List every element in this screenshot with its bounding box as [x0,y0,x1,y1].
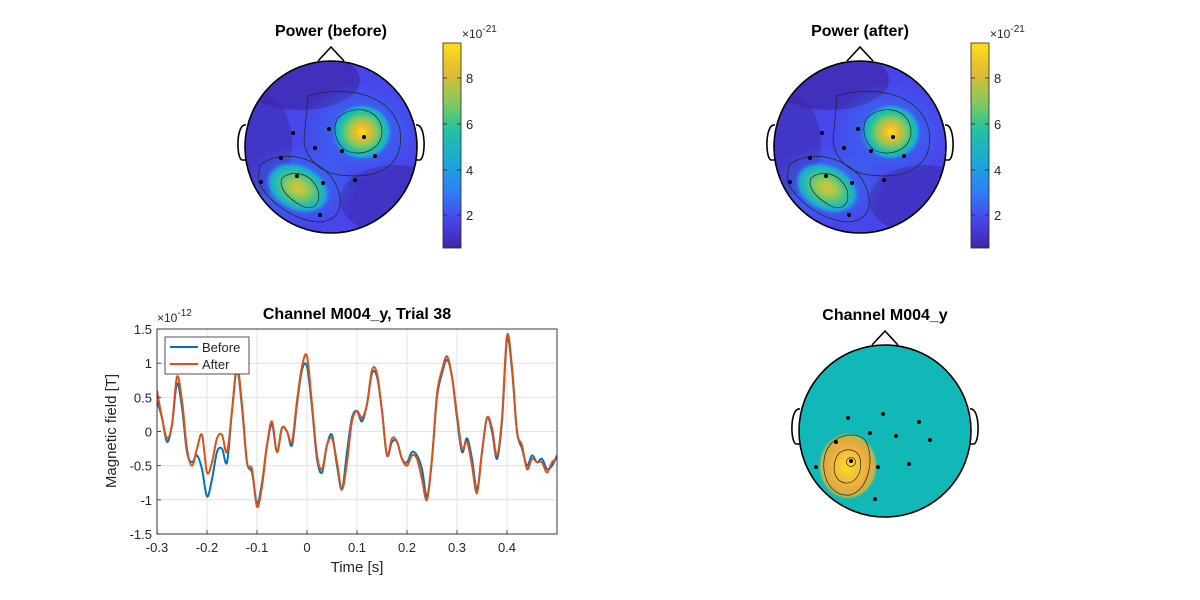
y-ticks: 1.5 1 0.5 0 -0.5 -1 -1.5 [130,322,161,542]
head-outline [237,45,425,161]
y-tick-label: 0 [145,425,152,440]
colorbar-after: 2 4 6 8 ×10-21 [970,24,1025,249]
colorbar-tick: 8 [466,71,473,86]
colorbar-before: 2 4 6 8 ×10-21 [442,24,497,249]
line-chart-title: Channel M004_y, Trial 38 [263,306,451,323]
colorbar-tick: 6 [466,117,473,132]
colorbar-tick: 6 [994,117,1001,132]
head-outline [791,329,979,445]
y-tick-label: 1 [145,356,152,371]
x-tick-label: -0.1 [246,540,268,555]
series-line-after [157,333,557,509]
topo-before-title: Power (before) [275,23,387,40]
colorbar-tick: 4 [994,163,1001,178]
series-lines [157,333,557,509]
legend-label-before: Before [202,340,240,355]
legend: Before After [164,336,250,375]
x-tick-label: 0.2 [398,540,416,555]
topo-channel-title: Channel M004_y [822,307,947,324]
x-tick-label: -0.3 [146,540,168,555]
topo-channel: Channel M004_y [791,307,979,518]
y-tick-label: 1.5 [134,322,152,337]
line-chart: Channel M004_y, Trial 38 -0.3 -0.2 -0.1 0 0.… [103,306,558,576]
colorbar-tick: 4 [466,163,473,178]
sensor-dots [814,412,932,501]
sensor-dots [259,127,377,217]
x-tick-label: 0.1 [348,540,366,555]
topo-power-after: Power (after) [766,23,1025,249]
colorbar-tick: 8 [994,71,1001,86]
x-axis-label: Time [s] [331,559,384,576]
head-outline [766,45,954,161]
y-axis-label: Magnetic field [T] [103,374,120,488]
x-tick-label: 0.3 [448,540,466,555]
topo-power-before: Power (before) [237,23,497,249]
legend-label-after: After [202,357,230,372]
y-multiplier: ×10-12 [157,308,192,325]
x-ticks: -0.3 -0.2 -0.1 0 0.1 0.2 0.3 0.4 [146,530,516,555]
y-tick-label: 0.5 [134,390,152,405]
colorbar-exponent: ×10-21 [990,24,1025,41]
colorbar-exponent: ×10-21 [462,24,497,41]
x-tick-label: 0 [303,540,310,555]
colorbar-tick: 2 [994,208,1001,223]
x-tick-label: 0.4 [498,540,516,555]
x-tick-label: -0.2 [196,540,218,555]
sensor-dots [788,127,906,217]
y-tick-label: -0.5 [130,459,152,474]
topo-after-title: Power (after) [811,23,909,40]
colorbar-tick: 2 [466,208,473,223]
y-tick-label: -1 [140,493,152,508]
y-tick-label: -1.5 [130,527,152,542]
